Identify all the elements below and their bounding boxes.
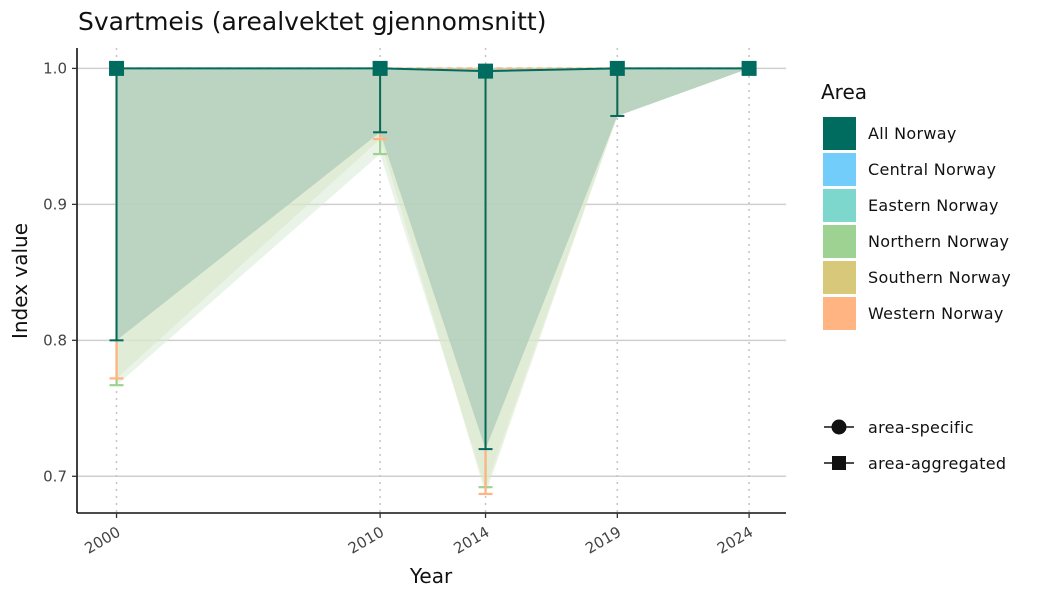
legend-label: Southern Norway — [868, 268, 1011, 287]
x-ticks: 2000 2010 2014 2019 2024 — [81, 513, 756, 558]
x-tick-label: 2019 — [582, 523, 624, 558]
x-tick-label: 2010 — [345, 523, 387, 558]
data-point — [478, 63, 494, 79]
legend-label: All Norway — [868, 124, 957, 143]
y-tick-label: 0.7 — [43, 467, 67, 485]
legend-label: Western Norway — [868, 304, 1004, 323]
shape-legend-label: area-specific — [868, 418, 974, 437]
legend-swatch — [823, 153, 856, 186]
y-tick-label: 0.8 — [43, 331, 67, 349]
legend-swatch — [823, 261, 856, 294]
legend-swatch — [823, 225, 856, 258]
legend-swatch — [823, 117, 856, 150]
data-point — [609, 60, 625, 76]
area-legend: All Norway Central Norway Eastern Norway No… — [823, 117, 1011, 330]
x-axis-title: Year — [409, 564, 453, 588]
legend-label: Central Norway — [868, 160, 996, 179]
shape-legend-label: area-aggregated — [868, 454, 1006, 473]
y-tick-label: 1.0 — [43, 59, 67, 77]
shape-legend: area-specific area-aggregated — [824, 418, 1006, 473]
shape-legend-circle — [831, 419, 847, 435]
data-point — [372, 60, 388, 76]
data-point — [741, 60, 757, 76]
legend-swatch — [823, 297, 856, 330]
shape-legend-square — [832, 456, 846, 470]
legend-label: Eastern Norway — [868, 196, 999, 215]
x-tick-label: 2000 — [81, 523, 123, 558]
x-tick-label: 2014 — [450, 523, 492, 558]
legend-label: Northern Norway — [868, 232, 1009, 251]
area-legend-title: Area — [821, 80, 867, 104]
y-axis-title: Index value — [8, 223, 32, 339]
series-points — [109, 60, 757, 79]
confidence-ribbons — [116, 68, 750, 494]
x-tick-label: 2024 — [714, 523, 756, 558]
ribbon-all-norway — [116, 68, 750, 450]
data-point — [109, 60, 125, 76]
y-ticks: 0.7 0.8 0.9 1.0 — [43, 59, 77, 485]
chart-title: Svartmeis (arealvektet gjennomsnitt) — [78, 7, 546, 36]
y-tick-label: 0.9 — [43, 195, 67, 213]
legend-swatch — [823, 189, 856, 222]
